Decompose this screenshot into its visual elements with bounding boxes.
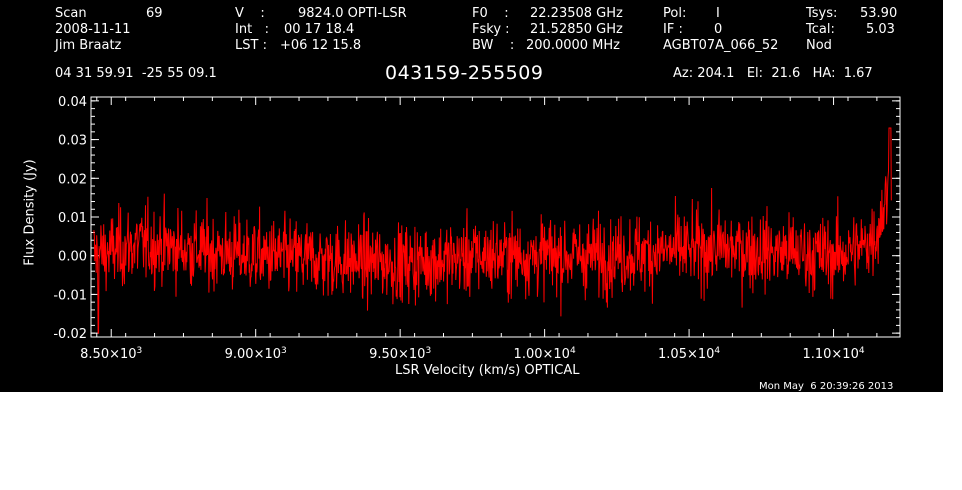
if-label: IF : [663, 22, 683, 37]
tsys-value: 53.90 [860, 6, 898, 21]
az-el-ha: Az: 204.1 El: 21.6 HA: 1.67 [673, 66, 873, 81]
x-tick-label: 1.10×104 [802, 346, 864, 362]
lst-label: LST : [235, 38, 267, 53]
velocity-label: V : [235, 6, 265, 21]
source-coordinates: 04 31 59.91 -25 55 09.1 [55, 66, 217, 81]
x-tick-label: 9.50×103 [369, 346, 431, 362]
x-tick-label: 1.05×104 [658, 346, 720, 362]
obs-date: 2008-11-11 [55, 22, 131, 37]
obs-mode: Nod [806, 38, 832, 53]
tcal-value: 5.03 [866, 22, 895, 37]
y-axis-label: Flux Density (Jy) [22, 159, 38, 266]
y-tick-label: 0.00 [58, 250, 87, 265]
int-value: 00 17 18.4 [284, 22, 355, 37]
f0-value: 22.23508 GHz [530, 6, 623, 21]
spectrum-plot: -0.02 -0.01 0.00 0.01 0.02 0.03 0.04 8.50×103 9.… [53, 95, 901, 362]
if-value: 0 [714, 22, 723, 37]
spectrum-series-line [93, 127, 892, 334]
x-tick-label: 9.00×103 [225, 346, 287, 362]
pol-value: I [716, 6, 720, 21]
pol-label: Pol: [663, 6, 687, 21]
y-tick-label: -0.01 [53, 288, 87, 303]
fsky-label: Fsky : [472, 22, 510, 37]
tcal-label: Tcal: [806, 22, 835, 37]
project-id: AGBT07A_066_52 [663, 38, 779, 53]
int-label: Int : [235, 22, 269, 37]
y-tick-label: 0.03 [58, 134, 87, 149]
y-tick-label: 0.01 [58, 211, 87, 226]
source-name: 043159-255509 [385, 62, 544, 84]
tsys-label: Tsys: [806, 6, 838, 21]
bw-value: 200.0000 MHz [526, 38, 620, 53]
plot-frame [90, 96, 901, 338]
observer-name: Jim Braatz [55, 38, 122, 53]
velocity-value: 9824.0 OPTI-LSR [298, 6, 407, 21]
f0-label: F0 : [472, 6, 509, 21]
scan-value: 69 [146, 6, 163, 21]
x-tick-label: 1.00×104 [514, 346, 576, 362]
spectrum-panel: Scan 69 2008-11-11 Jim Braatz 04 31 59.9… [0, 0, 943, 392]
y-tick-label: 0.04 [58, 95, 87, 110]
scan-label: Scan [55, 6, 87, 21]
plot-timestamp: Mon May 6 20:39:26 2013 [759, 381, 894, 392]
y-tick-label: -0.02 [53, 327, 87, 342]
lst-value: +06 12 15.8 [280, 38, 362, 53]
bw-label: BW : [472, 38, 515, 53]
x-axis-label: LSR Velocity (km/s) OPTICAL [395, 363, 580, 378]
y-tick-label: 0.02 [58, 172, 87, 187]
fsky-value: 21.52850 GHz [530, 22, 623, 37]
x-tick-label: 8.50×103 [80, 346, 142, 362]
